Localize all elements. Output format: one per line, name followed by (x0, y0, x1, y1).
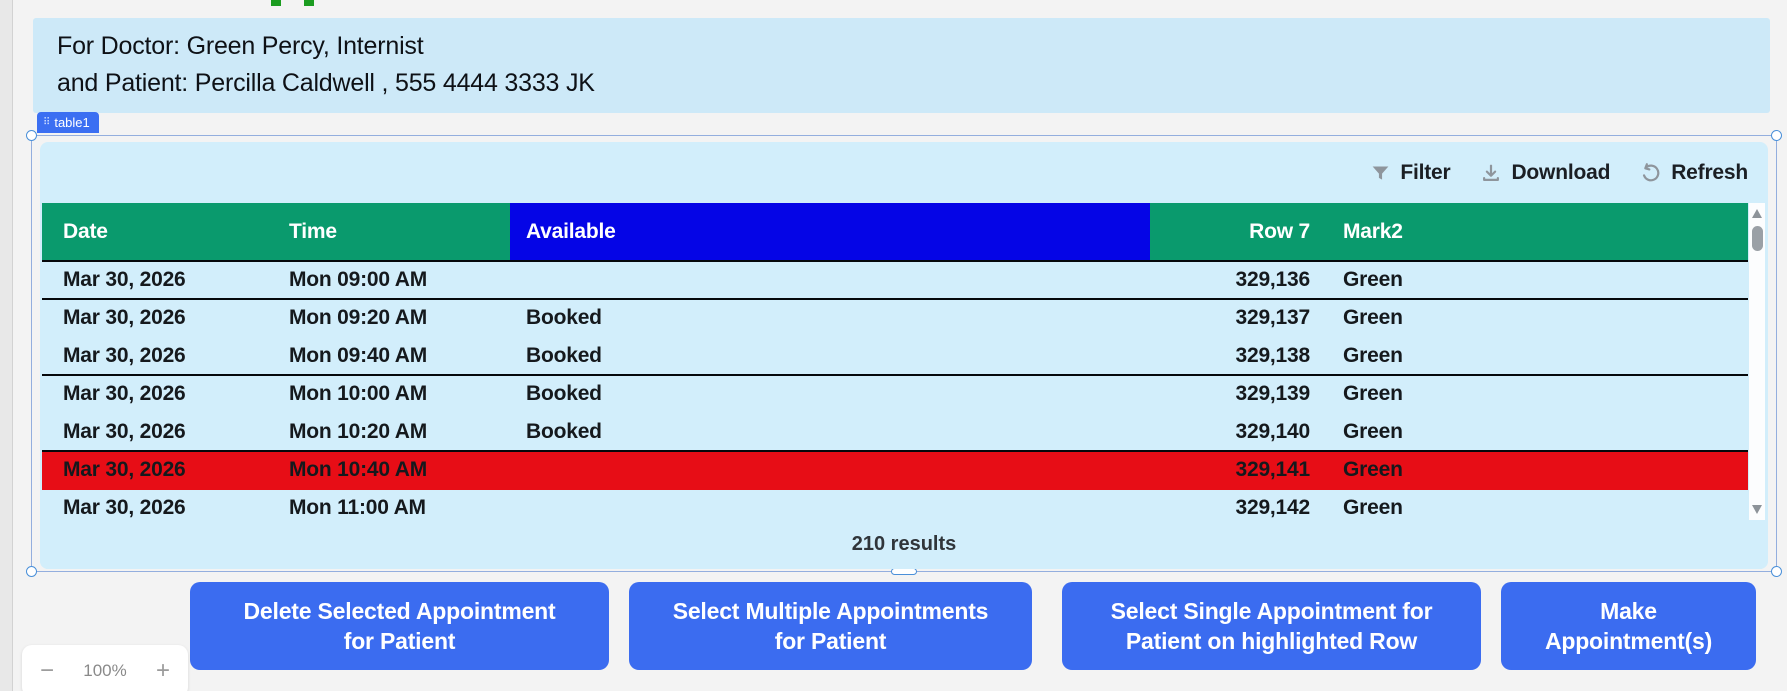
available-column-background (510, 203, 1150, 260)
table-cell: Booked (526, 382, 602, 405)
table-cell: Green (1343, 344, 1403, 367)
table-cell: Green (1343, 420, 1403, 443)
table-cell: Mon 09:00 AM (289, 268, 428, 291)
results-count: 210 results (851, 533, 957, 555)
make-appointments-button[interactable]: Make Appointment(s) (1501, 582, 1756, 670)
table-cell: Mon 11:00 AM (289, 496, 426, 519)
column-header-date[interactable]: Date (63, 219, 108, 243)
table-cell: Mar 30, 2026 (63, 344, 186, 367)
delete-selected-appointment-button[interactable]: Delete Selected Appointment for Patient (190, 582, 609, 670)
filter-label: Filter (1400, 161, 1451, 184)
download-button[interactable]: Download (1480, 161, 1610, 185)
zoom-level-value: 100% (83, 661, 127, 680)
zoom-in-button[interactable]: + (155, 657, 170, 684)
table-cell: Mon 10:20 AM (289, 420, 428, 443)
table-cell: Mar 30, 2026 (63, 382, 186, 405)
canvas-left-edge (0, 0, 13, 691)
table-cell: 329,138 (1235, 344, 1310, 367)
widget-selection-border (26, 130, 1782, 577)
widget-name-label: table1 (54, 115, 90, 130)
table-cell: 329,141 (1235, 458, 1310, 481)
column-header-available[interactable]: Available (526, 219, 616, 243)
table-row[interactable]: Mar 30, 2026 Mon 10:00 AM Booked 329,139 Gre… (42, 376, 1748, 414)
table-cell: Green (1343, 268, 1403, 291)
resize-handle[interactable] (1771, 130, 1782, 141)
table-row[interactable]: Mar 30, 2026 Mon 09:20 AM Booked 329,137 Gre… (42, 300, 1748, 338)
resize-handle[interactable] (26, 566, 37, 577)
column-header-time[interactable]: Time (289, 219, 337, 243)
resize-handle[interactable] (891, 568, 917, 575)
table-footer: 210 results (40, 520, 1768, 569)
table-cell: 329,142 (1235, 496, 1310, 519)
doctor-line: For Doctor: Green Percy, Internist (57, 32, 424, 60)
table-cell: Mar 30, 2026 (63, 496, 186, 519)
table-row[interactable]: Mar 30, 2026 Mon 10:40 AM 329,141 Green (42, 452, 1748, 490)
table-cell: 329,137 (1235, 306, 1310, 329)
refresh-icon (1643, 163, 1660, 182)
table-cell: Green (1343, 382, 1403, 405)
refresh-button[interactable]: Refresh (1640, 161, 1748, 185)
filter-icon (1372, 166, 1389, 180)
table-toolbar: Filter Download Refresh (1370, 152, 1748, 194)
appointments-table: Filter Download Refresh Date Time Availa… (40, 142, 1768, 569)
filter-button[interactable]: Filter (1370, 161, 1451, 185)
column-header-mark2[interactable]: Mark2 (1343, 219, 1403, 243)
table-cell: Green (1343, 306, 1403, 329)
scroll-up-arrow-icon[interactable] (1752, 209, 1762, 218)
table-cell: Booked (526, 420, 602, 443)
doctor-patient-banner: For Doctor: Green Percy, Internist and P… (33, 18, 1770, 113)
page-title-clipped (271, 0, 281, 6)
refresh-label: Refresh (1671, 161, 1748, 184)
scrollbar-thumb[interactable] (1751, 226, 1763, 251)
canvas-zoom-control: − 100% + (22, 645, 188, 691)
table-cell: Mon 10:00 AM (289, 382, 428, 405)
patient-line: and Patient: Percilla Caldwell , 555 444… (57, 69, 595, 97)
resize-handle[interactable] (1771, 566, 1782, 577)
resize-handle[interactable] (26, 130, 37, 141)
zoom-out-button[interactable]: − (40, 657, 55, 684)
download-label: Download (1511, 161, 1611, 184)
table-row[interactable]: Mar 30, 2026 Mon 09:00 AM 329,136 Green (42, 262, 1748, 300)
table-cell: 329,136 (1235, 268, 1310, 291)
download-icon (1483, 164, 1500, 181)
select-multiple-appointments-button[interactable]: Select Multiple Appointments for Patient (629, 582, 1032, 670)
widget-name-badge[interactable]: ⠿ table1 (37, 112, 99, 133)
table-cell: Mar 30, 2026 (63, 306, 186, 329)
table-cell: 329,140 (1235, 420, 1310, 443)
table-cell: Green (1343, 458, 1403, 481)
table-row[interactable]: Mar 30, 2026 Mon 09:40 AM Booked 329,138 Gre… (42, 338, 1748, 376)
table-cell: Mar 30, 2026 (63, 420, 186, 443)
table-body: Mar 30, 2026 Mon 09:00 AM 329,136 Green Mar … (42, 262, 1748, 520)
table-header-row: Date Time Available Row 7 Mark2 (42, 203, 1748, 262)
table-row[interactable]: Mar 30, 2026 Mon 11:00 AM 329,142 Green (42, 490, 1748, 520)
page-title-clipped (304, 0, 314, 6)
table-cell: Mon 09:20 AM (289, 306, 428, 329)
drag-handle-icon: ⠿ (43, 117, 50, 128)
table-cell: Green (1343, 496, 1403, 519)
table-cell: Mon 10:40 AM (289, 458, 428, 481)
table-row[interactable]: Mar 30, 2026 Mon 10:20 AM Booked 329,140 Gre… (42, 414, 1748, 452)
scroll-down-arrow-icon[interactable] (1752, 505, 1762, 514)
table-scrollbar[interactable] (1749, 203, 1765, 520)
select-single-appointment-button[interactable]: Select Single Appointment for Patient on… (1062, 582, 1481, 670)
table-cell: Mon 09:40 AM (289, 344, 428, 367)
table-cell: Mar 30, 2026 (63, 268, 186, 291)
table-cell: 329,139 (1235, 382, 1310, 405)
table-cell: Booked (526, 344, 602, 367)
table-cell: Booked (526, 306, 602, 329)
column-header-row7[interactable]: Row 7 (1249, 219, 1310, 243)
table-cell: Mar 30, 2026 (63, 458, 186, 481)
